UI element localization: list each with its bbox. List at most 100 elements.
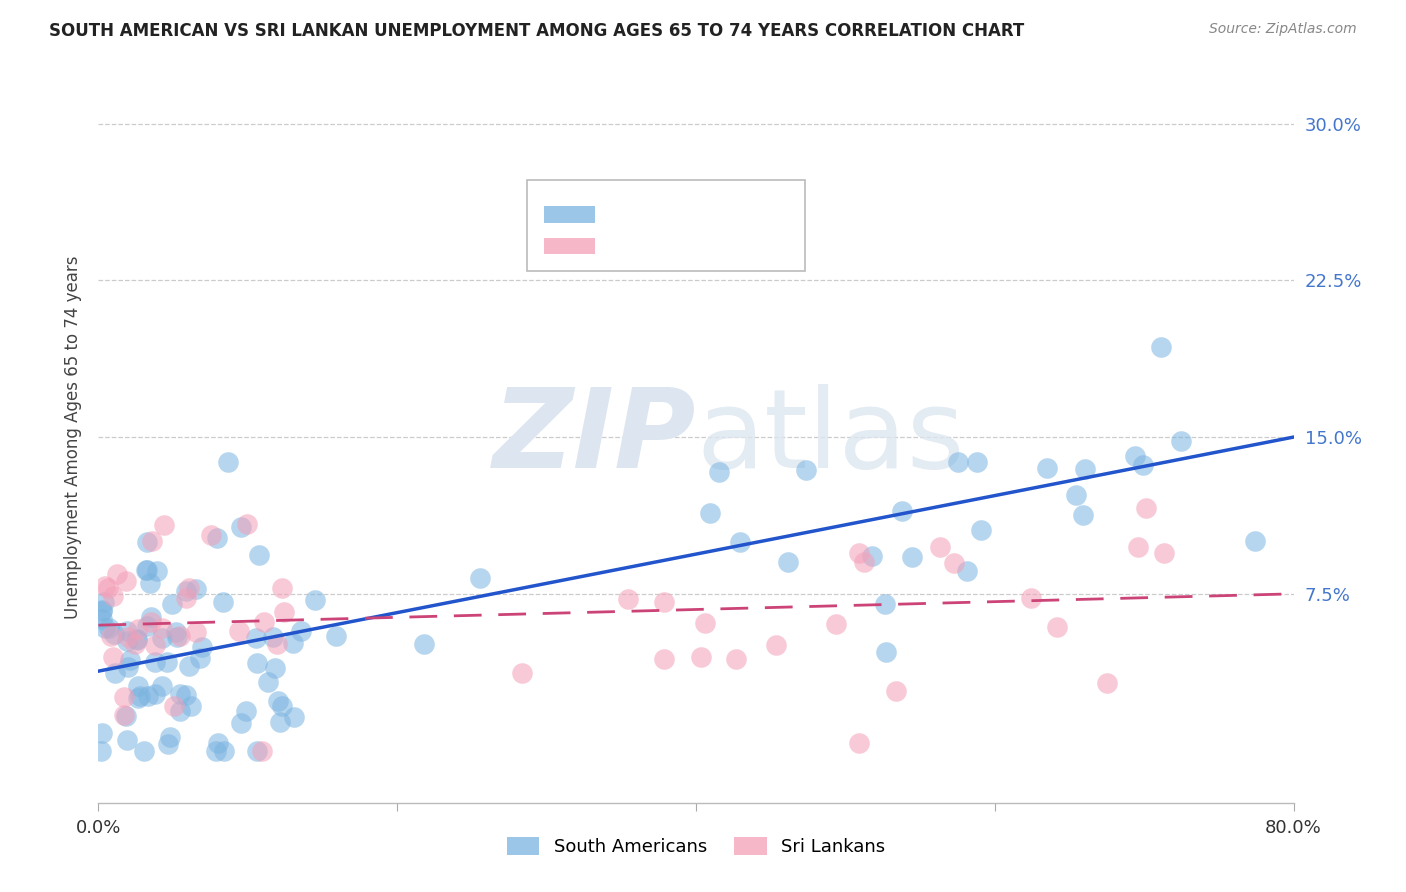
Point: [1097, 676, 1119, 690]
Point: [159, 731, 181, 745]
Point: [184, 625, 207, 640]
Point: [652, 652, 675, 666]
Point: [112, 690, 135, 705]
Point: [765, 638, 787, 652]
Point: [290, 624, 312, 638]
Point: [200, 527, 222, 541]
Point: [652, 595, 675, 609]
Point: [117, 630, 139, 644]
Point: [1064, 488, 1087, 502]
Point: [875, 598, 897, 612]
Point: [127, 623, 149, 637]
Point: [146, 564, 169, 578]
Point: [207, 736, 229, 750]
Point: [139, 576, 162, 591]
Point: [273, 605, 295, 619]
Point: [1046, 619, 1069, 633]
Point: [246, 743, 269, 757]
Point: [304, 593, 326, 607]
Point: [190, 651, 212, 665]
Point: [153, 518, 176, 533]
Point: [101, 649, 124, 664]
Point: [205, 532, 228, 546]
FancyBboxPatch shape: [544, 237, 595, 254]
Point: [160, 597, 183, 611]
Point: [886, 683, 908, 698]
Point: [848, 736, 870, 750]
Point: [745, 190, 768, 204]
Point: [270, 581, 292, 595]
Point: [136, 689, 159, 703]
Point: [124, 637, 146, 651]
Point: [143, 687, 166, 701]
Point: [93, 594, 115, 608]
Point: [212, 743, 235, 757]
Point: [266, 637, 288, 651]
Point: [141, 534, 163, 549]
Point: [852, 555, 875, 569]
Point: [180, 698, 202, 713]
Point: [891, 503, 914, 517]
Point: [176, 688, 198, 702]
Point: [1244, 533, 1267, 548]
Point: [253, 615, 276, 629]
Point: [135, 563, 157, 577]
Point: [617, 592, 640, 607]
Point: [169, 687, 191, 701]
Point: [1021, 591, 1043, 605]
Point: [325, 629, 347, 643]
Point: [90, 612, 112, 626]
FancyBboxPatch shape: [544, 206, 595, 223]
Point: [848, 546, 870, 560]
Point: [229, 716, 252, 731]
Point: [228, 624, 250, 639]
Point: [90, 743, 112, 757]
Point: [1036, 461, 1059, 475]
Point: [177, 658, 200, 673]
Point: [143, 655, 166, 669]
Point: [212, 595, 235, 609]
Point: [730, 535, 752, 549]
Point: [127, 633, 149, 648]
Point: [281, 636, 304, 650]
Point: [90, 602, 112, 616]
Point: [117, 633, 139, 648]
Legend: South Americans, Sri Lankans: South Americans, Sri Lankans: [506, 837, 886, 856]
Point: [257, 674, 280, 689]
Point: [262, 630, 284, 644]
Point: [875, 644, 897, 658]
Point: [97, 621, 120, 635]
Y-axis label: Unemployment Among Ages 65 to 74 years: Unemployment Among Ages 65 to 74 years: [63, 255, 82, 619]
Point: [1153, 546, 1175, 560]
Point: [693, 615, 716, 630]
Point: [943, 556, 966, 570]
Point: [150, 679, 173, 693]
Point: [141, 609, 163, 624]
Point: [125, 632, 148, 647]
Point: [135, 563, 157, 577]
Point: [929, 540, 952, 554]
Point: [134, 743, 156, 757]
Point: [1073, 462, 1095, 476]
Point: [709, 465, 731, 479]
Point: [139, 615, 162, 629]
Point: [825, 617, 848, 632]
Point: [90, 604, 112, 618]
Point: [267, 694, 290, 708]
Point: [946, 455, 969, 469]
Point: [247, 548, 270, 562]
Point: [91, 726, 114, 740]
Point: [165, 625, 187, 640]
Point: [1132, 458, 1154, 473]
Point: [112, 707, 135, 722]
Point: [283, 710, 305, 724]
Text: R = 0.075   N = 51: R = 0.075 N = 51: [633, 237, 797, 255]
Text: ZIP: ZIP: [492, 384, 696, 491]
Point: [169, 629, 191, 643]
Point: [115, 624, 138, 638]
Point: [191, 640, 214, 655]
Point: [205, 743, 228, 757]
Text: Source: ZipAtlas.com: Source: ZipAtlas.com: [1209, 22, 1357, 37]
Point: [150, 632, 173, 646]
Point: [510, 665, 533, 680]
